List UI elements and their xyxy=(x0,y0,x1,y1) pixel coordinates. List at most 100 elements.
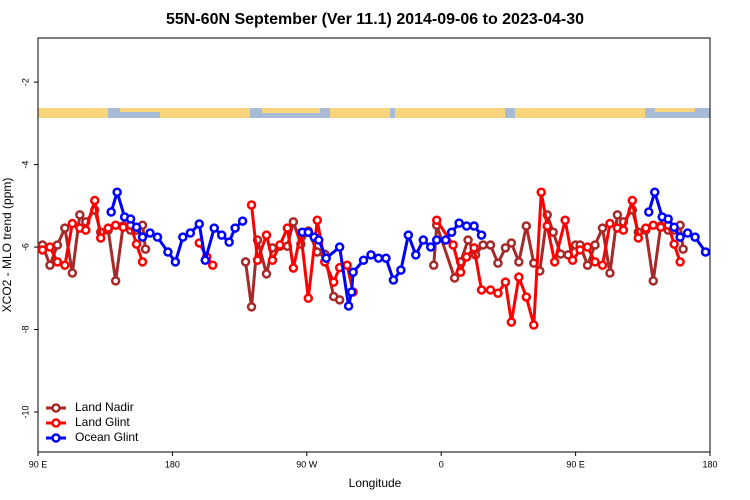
data-point xyxy=(675,257,685,267)
data-point xyxy=(343,301,354,311)
data-point xyxy=(454,218,464,228)
data-point xyxy=(152,232,163,242)
data-point xyxy=(514,257,524,267)
data-point xyxy=(230,223,240,233)
data-point xyxy=(131,222,142,233)
data-point xyxy=(644,207,654,217)
data-point xyxy=(500,243,511,253)
data-point xyxy=(605,218,615,229)
data-point xyxy=(485,240,496,250)
data-point xyxy=(75,210,85,220)
legend-marker xyxy=(51,433,61,443)
y-tick-label: -2 xyxy=(20,78,30,86)
x-tick-label: 180 xyxy=(165,459,180,469)
data-point xyxy=(575,245,585,255)
data-point xyxy=(663,214,673,224)
data-point xyxy=(469,243,479,253)
data-point xyxy=(106,207,116,217)
data-point xyxy=(506,238,517,248)
data-point xyxy=(542,221,552,231)
data-point xyxy=(145,228,155,238)
data-point xyxy=(288,263,299,273)
data-point xyxy=(216,230,227,240)
data-point xyxy=(52,240,63,250)
y-tick-label: -8 xyxy=(20,326,30,334)
data-point xyxy=(207,260,218,270)
x-axis-label: Longitude xyxy=(349,476,402,490)
x-tick-label: 90 E xyxy=(29,459,48,469)
data-point xyxy=(60,260,70,270)
data-point xyxy=(346,287,357,297)
data-point xyxy=(641,223,651,233)
data-point xyxy=(194,219,205,229)
data-point xyxy=(463,235,473,245)
data-point xyxy=(605,268,615,278)
data-point xyxy=(240,257,251,267)
data-point xyxy=(396,265,406,275)
data-point xyxy=(485,285,496,295)
data-point xyxy=(110,276,121,286)
data-point xyxy=(506,317,517,327)
data-point xyxy=(648,276,659,286)
data-point xyxy=(282,223,293,233)
data-point xyxy=(476,230,487,240)
data-point xyxy=(110,220,121,230)
data-point xyxy=(37,245,48,255)
data-point xyxy=(529,320,539,330)
data-point xyxy=(431,215,442,226)
data-point xyxy=(649,187,660,197)
data-point xyxy=(381,253,391,263)
data-point xyxy=(261,269,272,279)
y-tick-label: -10 xyxy=(20,405,30,418)
data-point xyxy=(358,255,369,266)
map-strip xyxy=(38,108,710,118)
y-tick-label: -4 xyxy=(20,161,30,169)
data-point xyxy=(267,255,278,266)
data-point xyxy=(678,244,688,254)
data-point xyxy=(521,292,532,302)
data-point xyxy=(597,260,608,270)
legend-marker xyxy=(51,403,61,413)
data-point xyxy=(89,195,100,206)
marks xyxy=(37,187,711,330)
data-point xyxy=(348,267,358,277)
data-point xyxy=(185,228,196,238)
data-point xyxy=(313,235,324,245)
data-point xyxy=(446,227,457,237)
data-point xyxy=(131,239,142,249)
data-point xyxy=(45,260,55,270)
data-point xyxy=(388,275,399,285)
data-point xyxy=(118,222,128,233)
data-point xyxy=(700,247,711,257)
data-point xyxy=(669,222,679,233)
legend-label: Land Nadir xyxy=(75,400,134,414)
y-axis-label: XCO2 - MLO trend (ppm) xyxy=(0,178,14,313)
data-point xyxy=(140,244,151,254)
data-point xyxy=(137,257,148,267)
data-point xyxy=(582,260,593,270)
data-point xyxy=(112,187,122,197)
data-point xyxy=(45,242,55,252)
data-point xyxy=(237,216,248,226)
data-point xyxy=(288,217,299,227)
data-point xyxy=(224,237,234,247)
data-point xyxy=(428,260,439,270)
data-point xyxy=(469,221,479,231)
data-point xyxy=(178,232,188,242)
data-point xyxy=(633,233,644,243)
data-point xyxy=(590,240,600,250)
data-point xyxy=(690,232,700,242)
legend-label: Land Glint xyxy=(75,415,130,429)
x-tick-label: 90 W xyxy=(296,459,318,469)
data-point xyxy=(627,195,638,206)
data-point xyxy=(334,295,345,305)
data-point xyxy=(448,240,458,250)
data-point xyxy=(321,253,331,263)
data-point xyxy=(342,260,352,270)
data-point xyxy=(403,230,414,240)
data-point xyxy=(597,223,608,233)
data-point xyxy=(67,218,78,229)
data-point xyxy=(137,232,148,242)
